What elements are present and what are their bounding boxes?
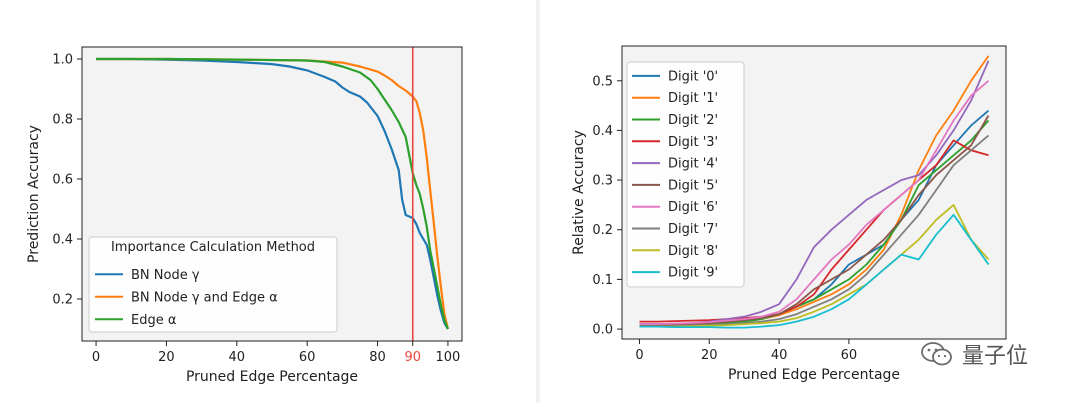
x-tick-label: 40 [229,350,246,365]
watermark-text: 量子位 [962,344,1029,369]
legend-title: Importance Calculation Method [111,240,315,255]
legend-box [626,61,745,288]
watermark: 量子位 [920,338,1028,370]
series-line-6 [639,115,990,326]
y-tick-label: 0.0 [592,323,613,338]
left-chart-panel: 0 20 40 60 80 100 90 0.2 0.4 0.6 0.8 1.0 Pruned Edge… [0,0,536,403]
legend-label-3: Edge α [131,313,176,328]
panel-divider [536,0,540,403]
series-line-3 [96,57,449,330]
axes-frame [621,45,1007,340]
legend-label-8: Digit '7' [668,222,718,237]
legend-label-6: Digit '5' [668,178,718,193]
x-tick-label: 80 [369,350,386,365]
legend-label-1: BN Node γ [131,268,200,283]
x-tick-label: 60 [299,350,316,365]
x-axis-title: Pruned Edge Percentage [728,367,900,383]
legend-label-5: Digit '4' [668,157,718,172]
x-tick-label: 40 [771,348,788,363]
x-axis-title: Pruned Edge Percentage [186,369,358,385]
y-tick-label: 0.4 [592,124,613,139]
x-tick-label: 20 [701,348,718,363]
series-line-4 [639,139,989,323]
prediction-accuracy-chart: 0 20 40 60 80 100 90 0.2 0.4 0.6 0.8 1.0 Pruned Edge… [26,46,463,385]
legend-label-2: BN Node γ and Edge α [131,290,278,305]
series-line-7 [639,80,990,325]
axes-frame [81,46,463,342]
series-line-2 [96,57,449,330]
series-line-9 [639,204,990,328]
series-line-10 [639,213,990,329]
legend-label-3: Digit '2' [668,113,718,128]
x-tick-label: 0 [635,348,643,363]
y-tick-label: 0.6 [52,173,73,188]
y-tick-label: 1.0 [52,53,73,68]
legend-label-9: Digit '8' [668,244,718,259]
y-tick-label: 0.8 [52,113,73,128]
y-tick-label: 0.2 [52,293,73,308]
y-tick-label: 0.5 [592,74,613,89]
legend-box [88,236,338,333]
legend-label-7: Digit '6' [668,200,718,215]
x-tick-label: 0 [92,350,100,365]
y-tick-label: 0.2 [592,223,613,238]
y-tick-label: 0.1 [592,273,613,288]
y-axis-title: Relative Accuracy [571,130,587,255]
vline-tick-label: 90 [404,350,421,365]
legend-label-1: Digit '0' [668,69,718,84]
right-chart-panel: 0 20 40 60 0.0 0.1 0.2 0.3 0.4 0.5 Pruned Edge Per… [540,0,1080,403]
relative-accuracy-chart: 0 20 40 60 0.0 0.1 0.2 0.3 0.4 0.5 Pruned Edge Per… [571,45,1007,383]
series-line-1 [96,57,449,330]
legend-label-4: Digit '3' [668,135,718,150]
x-tick-label: 60 [841,348,858,363]
y-tick-label: 0.3 [592,174,613,189]
x-tick-label: 20 [158,350,175,365]
legend-label-2: Digit '1' [668,91,718,106]
y-tick-label: 0.4 [52,233,73,248]
x-tick-label: 100 [436,350,461,365]
legend-label-10: Digit '9' [668,266,718,281]
y-axis-title: Prediction Accuracy [26,125,42,263]
wechat-icon [921,342,952,366]
